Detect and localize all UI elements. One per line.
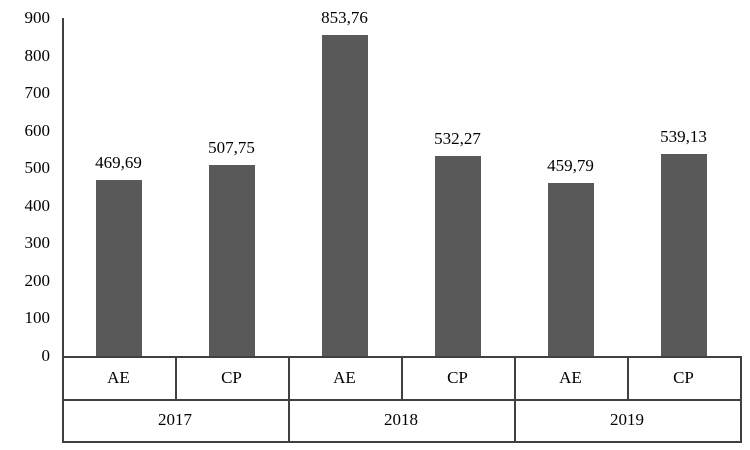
subcategory-label: CP bbox=[447, 367, 468, 387]
axis-line bbox=[62, 441, 742, 443]
axis-line bbox=[62, 399, 742, 401]
y-tick-label: 0 bbox=[41, 346, 51, 365]
bar bbox=[547, 183, 594, 356]
y-tick-label: 700 bbox=[24, 83, 51, 103]
bar-value-label: 532,27 bbox=[434, 129, 481, 149]
subcategory-label: AE bbox=[559, 367, 582, 387]
group-label: 2017 bbox=[158, 410, 192, 429]
axis-line bbox=[401, 356, 403, 399]
axis-line bbox=[175, 356, 177, 399]
bar bbox=[660, 153, 707, 356]
y-tick-label: 100 bbox=[24, 308, 51, 328]
bar bbox=[321, 35, 368, 356]
group-label: 2018 bbox=[384, 410, 418, 429]
y-tick-label: 400 bbox=[24, 195, 51, 215]
axis-line bbox=[514, 356, 516, 441]
y-tick-label: 800 bbox=[24, 45, 51, 65]
subcategory-label: AE bbox=[333, 367, 356, 387]
group-label: 2019 bbox=[610, 410, 644, 429]
bar-value-label: 507,75 bbox=[208, 138, 255, 158]
subcategory-label: AE bbox=[107, 367, 130, 387]
bar-value-label: 459,79 bbox=[547, 156, 594, 176]
bar-value-label: 539,13 bbox=[660, 126, 707, 146]
subcategory-label: CP bbox=[673, 367, 694, 387]
y-tick-label: 600 bbox=[24, 120, 51, 140]
bar bbox=[208, 165, 255, 356]
y-tick-label: 300 bbox=[24, 233, 51, 253]
y-tick-label: 500 bbox=[24, 158, 51, 178]
axis-line bbox=[288, 356, 290, 441]
bar bbox=[95, 179, 142, 356]
subcategory-label: CP bbox=[221, 367, 242, 387]
axis-line bbox=[740, 356, 742, 441]
bar-value-label: 469,69 bbox=[95, 152, 142, 172]
axis-line bbox=[62, 18, 64, 441]
bar-value-label: 853,76 bbox=[321, 8, 368, 28]
y-tick-label: 900 bbox=[24, 8, 51, 27]
y-tick-label: 200 bbox=[24, 270, 51, 290]
axis-line bbox=[627, 356, 629, 399]
bar bbox=[434, 156, 481, 356]
